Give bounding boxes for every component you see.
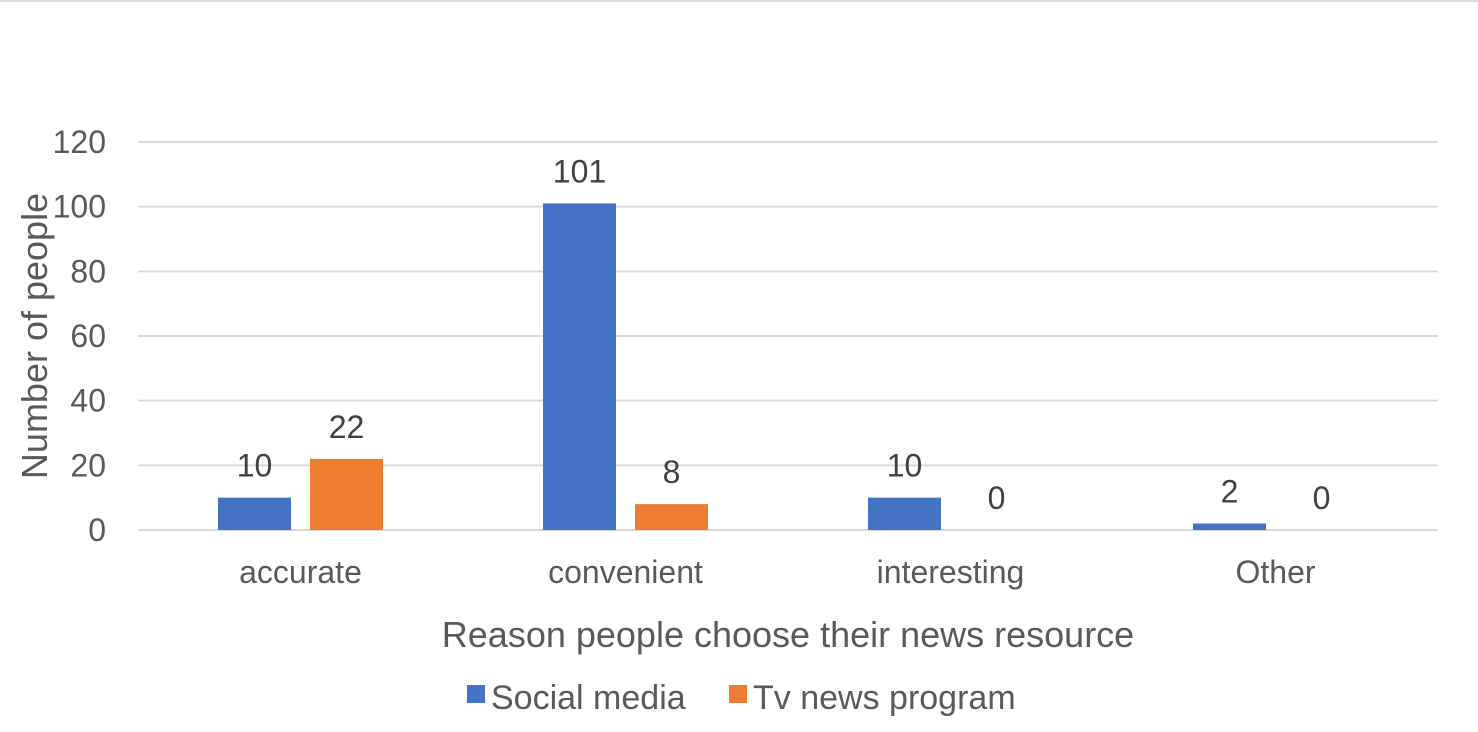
data-labels: 10 22 101 8 10 0 2 0: [237, 153, 1331, 516]
bar-value-label: 0: [1313, 480, 1331, 516]
bar-value-label: 22: [329, 409, 365, 445]
y-tick-label: 80: [70, 253, 106, 289]
bar-value-label: 10: [887, 448, 923, 484]
y-tick-label: 120: [53, 124, 106, 160]
x-category-label: convenient: [548, 554, 703, 590]
bar-value-label: 101: [553, 153, 606, 189]
bar: [310, 458, 383, 530]
bar: [868, 497, 941, 530]
bar-value-label: 8: [663, 454, 681, 490]
y-tick-label: 40: [70, 383, 106, 419]
bar: [218, 497, 291, 530]
bar: [1193, 523, 1266, 530]
bar-value-label: 2: [1221, 474, 1239, 510]
y-tick-label: 60: [70, 318, 106, 354]
x-axis-categories: accurate convenient interesting Other: [239, 554, 1316, 590]
legend-swatch: [467, 685, 485, 703]
x-axis-title: Reason people choose their news resource: [442, 614, 1134, 655]
legend-label: Tv news program: [753, 679, 1016, 717]
y-tick-label: 20: [70, 447, 106, 483]
bars: [218, 203, 1266, 530]
y-tick-label: 0: [88, 512, 106, 548]
x-category-label: accurate: [239, 554, 362, 590]
x-category-label: Other: [1235, 554, 1315, 590]
bar: [543, 203, 616, 530]
legend: Social media Tv news program: [467, 679, 1016, 717]
legend-swatch: [729, 685, 747, 703]
bar: [635, 504, 708, 530]
y-tick-label: 100: [53, 189, 106, 225]
x-category-label: interesting: [877, 554, 1025, 590]
y-axis-ticks: 0 20 40 60 80 100 120: [53, 124, 106, 548]
y-axis-title: Number of people: [14, 193, 55, 479]
legend-label: Social media: [491, 679, 686, 717]
bar-value-label: 10: [237, 448, 273, 484]
bar-value-label: 0: [988, 480, 1006, 516]
